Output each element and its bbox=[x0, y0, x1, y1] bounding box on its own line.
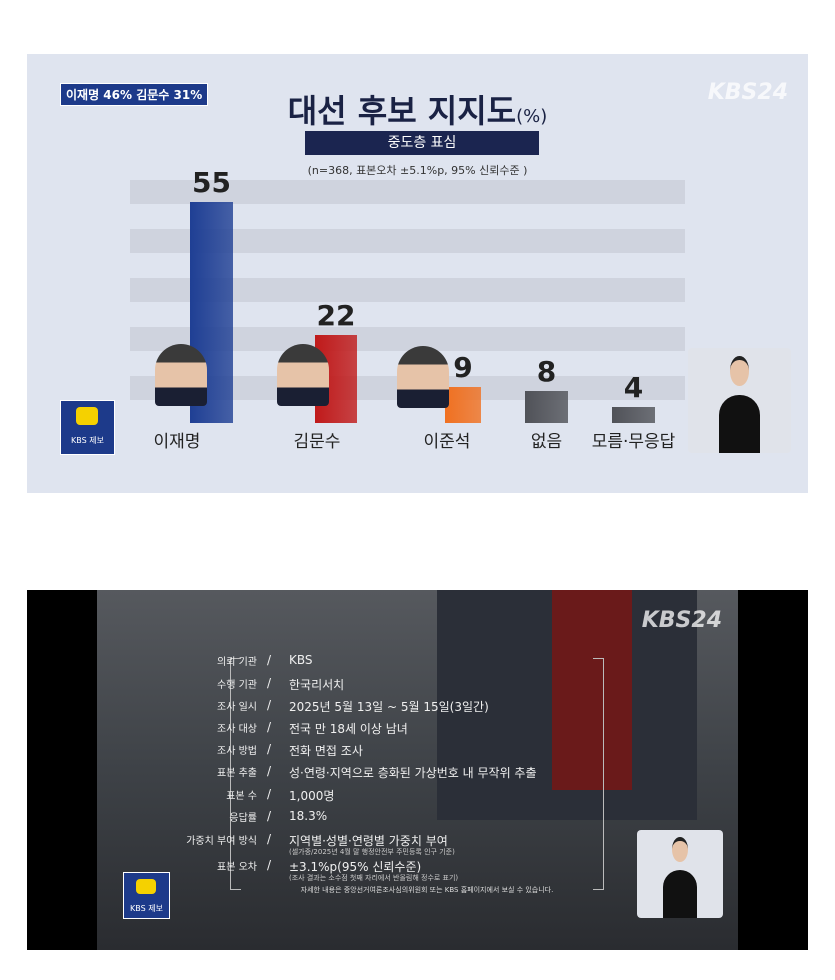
candidate-photo bbox=[397, 346, 449, 408]
info-key: 응답률 bbox=[229, 813, 257, 824]
kbs24-logo: KBS24 bbox=[707, 80, 788, 105]
street-background bbox=[97, 590, 738, 950]
bar-모름·무응답 bbox=[612, 406, 655, 423]
info-row: 표본 추출 / 성·연령·지역으로 층화된 가상번호 내 무작위 추출 bbox=[27, 764, 587, 784]
info-value: 2025년 5월 13일 ~ 5월 15일(3일간) bbox=[289, 700, 489, 714]
info-row: 표본 수 / 1,000명 bbox=[27, 787, 587, 807]
info-key: 의뢰 기관 bbox=[217, 657, 257, 668]
chart-title: 대선 후보 지지도(%) bbox=[27, 86, 808, 132]
title-unit: (%) bbox=[516, 106, 548, 127]
kakao-label: KBS 제보 bbox=[71, 436, 104, 445]
info-key: 조사 일시 bbox=[217, 702, 257, 713]
sign-language-interpreter bbox=[637, 830, 723, 918]
info-key: 조사 대상 bbox=[217, 724, 257, 735]
grid-stripe bbox=[130, 180, 685, 204]
bar-없음 bbox=[525, 390, 568, 423]
category-label: 이준석 bbox=[423, 432, 471, 452]
info-value: 지역별·성별·연령별 가중치 부여 bbox=[289, 834, 448, 848]
category-label: 이재명 bbox=[153, 432, 201, 452]
info-row: 표본 오차 / ±3.1%p(95% 신뢰수준) (조사 결과는 소수점 첫째 자리에… bbox=[27, 858, 587, 882]
data-label: 4 bbox=[623, 370, 644, 404]
separator: / bbox=[267, 720, 272, 734]
info-row: 가중치 부여 방식 / 지역별·성별·연령별 가중치 부여 (셀가중/2025년 4월… bbox=[27, 832, 587, 856]
info-key: 표본 오차 bbox=[217, 862, 257, 873]
info-row: 응답률 / 18.3% bbox=[27, 809, 587, 829]
separator: / bbox=[267, 858, 272, 872]
title-text: 대선 후보 지지도 bbox=[287, 92, 517, 130]
separator: / bbox=[267, 764, 272, 778]
info-row: 조사 방법 / 전화 면접 조사 bbox=[27, 742, 587, 762]
kakao-report-logo: KBS 제보 bbox=[123, 872, 170, 919]
info-key: 수행 기관 bbox=[217, 680, 257, 691]
info-value: KBS bbox=[289, 653, 313, 667]
separator: / bbox=[267, 742, 272, 756]
kakao-talk-icon bbox=[136, 879, 156, 894]
data-label: 9 bbox=[453, 350, 473, 384]
info-row: 의뢰 기관 / KBS bbox=[27, 653, 587, 673]
separator: / bbox=[267, 809, 272, 823]
info-key: 표본 추출 bbox=[217, 768, 257, 779]
info-value: 전국 만 18세 이상 남녀 bbox=[289, 722, 408, 736]
sign-language-interpreter bbox=[688, 348, 791, 453]
red-building bbox=[552, 590, 632, 790]
candidate-photo bbox=[277, 344, 329, 406]
kakao-talk-icon bbox=[76, 407, 98, 425]
data-label: 55 bbox=[192, 166, 231, 199]
sample-note: (n=368, 표본오차 ±5.1%p, 95% 신뢰수준 ) bbox=[307, 164, 528, 177]
info-value: 한국리서치 bbox=[289, 678, 345, 692]
info-row: 조사 일시 / 2025년 5월 13일 ~ 5월 15일(3일간) bbox=[27, 698, 587, 718]
info-key: 표본 수 bbox=[226, 791, 257, 802]
candidate-photo bbox=[155, 344, 207, 406]
data-label: 8 bbox=[536, 354, 557, 388]
info-row: 조사 대상 / 전국 만 18세 이상 남녀 bbox=[27, 720, 587, 740]
info-row: 수행 기관 / 한국리서치 bbox=[27, 676, 587, 696]
bar-이준석 bbox=[445, 386, 481, 423]
info-value: 1,000명 bbox=[289, 789, 335, 803]
bracket-right bbox=[593, 658, 604, 890]
category-label: 김문수 bbox=[293, 432, 341, 452]
kakao-report-logo: KBS 제보 bbox=[60, 400, 115, 455]
headline-badge: 이재명 46% 김문수 31% bbox=[60, 83, 209, 106]
separator: / bbox=[267, 676, 272, 690]
info-key: 가중치 부여 방식 bbox=[186, 836, 257, 847]
info-value: 성·연령·지역으로 층화된 가상번호 내 무작위 추출 bbox=[289, 766, 537, 780]
kbs24-logo: KBS24 bbox=[641, 608, 722, 633]
separator: / bbox=[267, 653, 272, 667]
separator: / bbox=[267, 832, 272, 846]
bracket-left bbox=[230, 658, 241, 890]
info-footnote: (조사 결과는 소수점 첫째 자리에서 반올림해 정수로 표기) bbox=[289, 874, 459, 882]
separator: / bbox=[267, 698, 272, 712]
info-value: 18.3% bbox=[289, 809, 328, 823]
info-value: ±3.1%p(95% 신뢰수준) bbox=[289, 860, 422, 874]
category-label: 없음 bbox=[530, 432, 563, 452]
info-key: 조사 방법 bbox=[217, 746, 257, 757]
footer-note: 자세한 내용은 중앙선거여론조사심의위원회 또는 KBS 홈페이지에서 보실 수… bbox=[300, 886, 554, 894]
poll-chart-panel: 이재명 46% 김문수 31% KBS24 대선 후보 지지도(%) 중도층 표… bbox=[27, 54, 808, 493]
category-label: 모름·무응답 bbox=[591, 432, 676, 452]
chart-subtitle: 중도층 표심 bbox=[305, 131, 539, 155]
kakao-label: KBS 제보 bbox=[130, 904, 163, 913]
data-label: 22 bbox=[316, 298, 356, 332]
separator: / bbox=[267, 787, 272, 801]
info-value: 전화 면접 조사 bbox=[289, 744, 363, 758]
info-footnote: (셀가중/2025년 4월 말 행정안전부 주민등록 인구 기준) bbox=[289, 848, 455, 856]
